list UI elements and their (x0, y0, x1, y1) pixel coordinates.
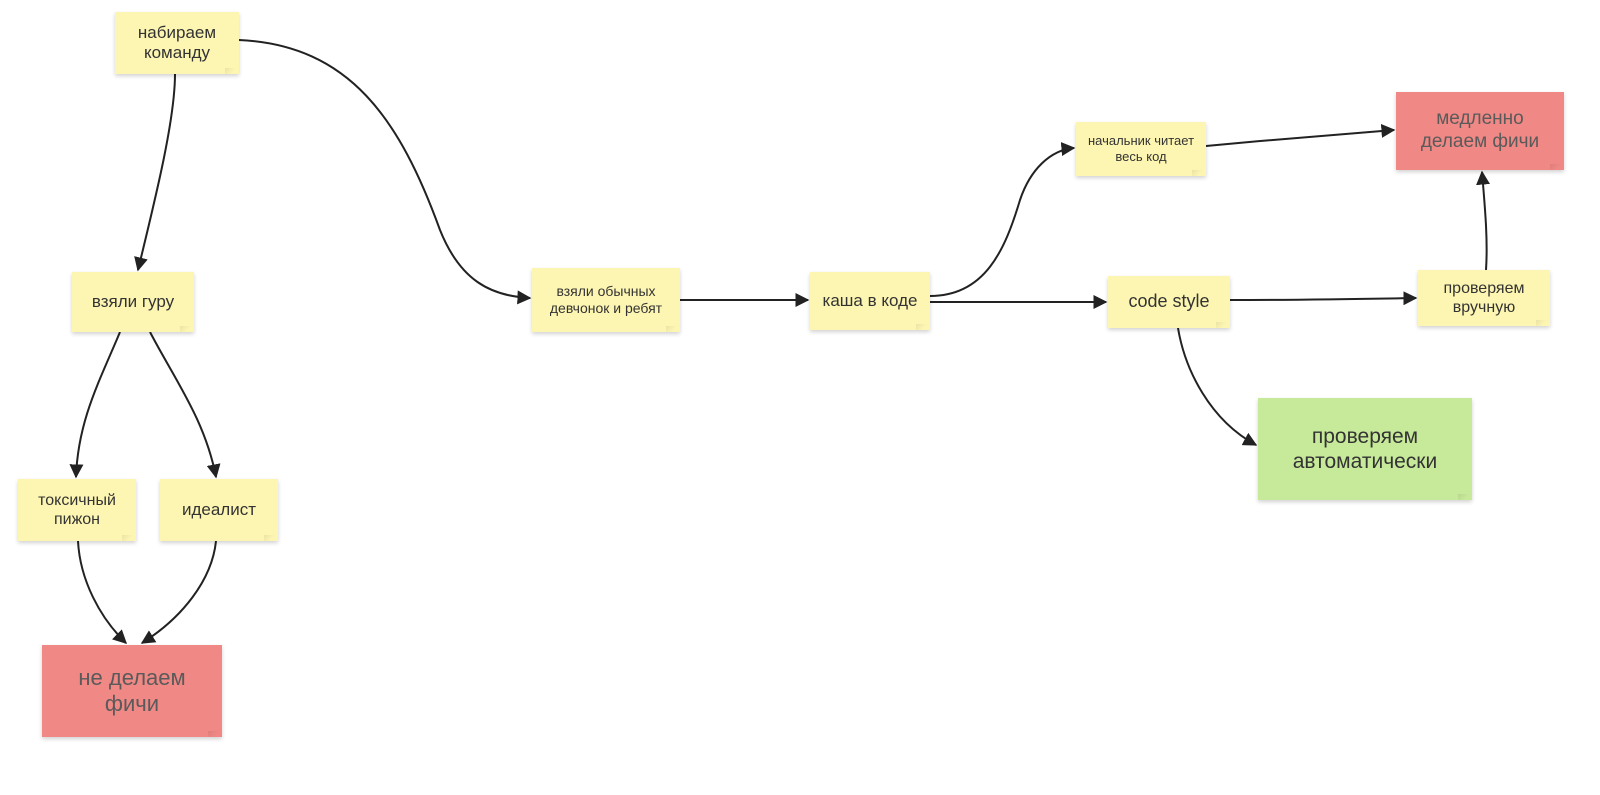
node-label: взяли гуру (92, 292, 174, 312)
node-label: проверяем вручную (1426, 279, 1542, 317)
node-toxic: токсичный пижон (18, 479, 136, 541)
node-label: каша в коде (823, 291, 918, 311)
edge-e12 (1178, 328, 1256, 445)
edge-e6 (142, 541, 216, 643)
node-label: начальник читает весь код (1084, 133, 1198, 164)
node-auto: проверяем автоматически (1258, 398, 1472, 500)
node-slowfeat: медленно делаем фичи (1396, 92, 1564, 170)
node-manual: проверяем вручную (1418, 270, 1550, 326)
node-label: набираем команду (123, 23, 231, 64)
edge-e11 (1230, 298, 1416, 300)
node-codestyle: code style (1108, 276, 1230, 328)
node-label: взяли обычных девчонок и ребят (540, 283, 672, 317)
node-label: токсичный пижон (26, 491, 128, 529)
edge-e4 (150, 332, 216, 477)
node-label: не делаем фичи (50, 665, 214, 718)
node-label: идеалист (182, 500, 256, 520)
node-kasha: каша в коде (810, 272, 930, 330)
edge-e13 (1482, 172, 1487, 270)
node-label: медленно делаем фичи (1404, 108, 1556, 154)
node-label: проверяем автоматически (1266, 424, 1464, 474)
node-idealist: идеалист (160, 479, 278, 541)
node-guru: взяли гуру (72, 272, 194, 332)
edge-e1 (138, 74, 175, 270)
edge-e8 (930, 148, 1074, 296)
edge-e3 (76, 332, 120, 477)
edge-e2 (239, 40, 530, 298)
node-recruit: набираем команду (115, 12, 239, 74)
edge-e5 (78, 541, 126, 643)
node-boss: начальник читает весь код (1076, 122, 1206, 176)
node-label: code style (1128, 291, 1209, 313)
diagram-canvas: набираем команду взяли гуру токсичный пижо… (0, 0, 1600, 795)
node-ordinary: взяли обычных девчонок и ребят (532, 268, 680, 332)
edge-e10 (1206, 130, 1394, 146)
node-nofeat: не делаем фичи (42, 645, 222, 737)
